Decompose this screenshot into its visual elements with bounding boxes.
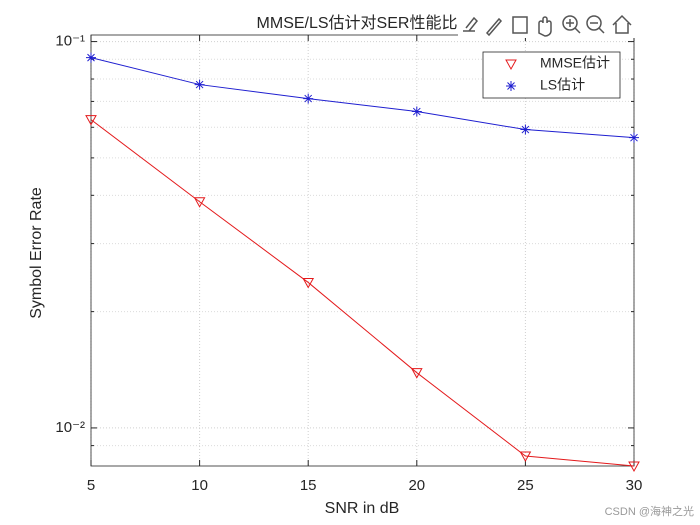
marker [628,461,640,473]
marker [629,132,639,143]
legend-label: MMSE估计 [540,55,610,71]
x-tick-label: 15 [300,477,317,494]
toolbar [458,12,636,38]
x-tick-label: 5 [87,477,95,494]
series-line [90,119,635,467]
x-tick-label: 25 [517,477,534,494]
legend-label: LS估计 [540,77,585,93]
watermark: CSDN @海神之光 [605,504,694,518]
legend-marker [505,59,517,71]
x-tick-label: 20 [408,477,425,494]
marker [303,93,314,104]
marker [519,451,532,463]
marker [410,368,423,379]
brush-icon[interactable] [485,17,503,37]
marker [520,124,531,135]
chart-title: MMSE/LS估计对SER性能比较 [257,14,474,32]
zoom-out-icon[interactable] [586,15,605,34]
datatip-icon[interactable] [512,16,528,34]
x-axis-label: SNR in dB [325,500,400,517]
marker [86,52,96,63]
marker [194,79,205,90]
zoom-in-icon[interactable] [562,15,581,34]
y-tick-label: 10⁻¹ [55,33,85,50]
y-axis-label: Symbol Error Rate [28,187,45,319]
home-icon[interactable] [612,14,632,34]
plot-area [85,34,640,473]
y-tick-label: 10⁻² [55,419,85,436]
pan-icon[interactable] [538,16,552,37]
axes-box [90,34,635,467]
legend-marker [506,81,516,91]
x-tick-label: 30 [626,477,643,494]
legend: MMSE估计 LS估计 [482,51,621,99]
marker [85,115,97,126]
series-line [90,57,635,139]
marker [193,197,206,208]
marker [411,106,422,117]
export-icon[interactable] [463,16,479,32]
marker [302,277,315,289]
x-tick-label: 10 [191,477,208,494]
